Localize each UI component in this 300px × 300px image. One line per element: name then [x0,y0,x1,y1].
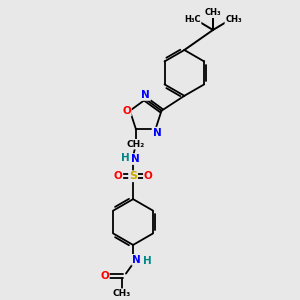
Text: O: O [122,106,131,116]
Text: O: O [144,171,153,181]
Text: CH₃: CH₃ [225,16,242,25]
Text: N: N [152,128,161,138]
Text: N: N [131,154,140,164]
Text: CH₂: CH₂ [127,140,145,149]
Text: H₃C: H₃C [184,16,201,25]
Text: H: H [143,256,152,266]
Text: S: S [129,171,137,181]
Text: N: N [141,90,150,100]
Text: O: O [113,171,122,181]
Text: CH₃: CH₃ [205,8,221,17]
Text: O: O [100,272,109,281]
Text: H: H [121,153,129,163]
Text: N: N [132,255,141,265]
Text: CH₃: CH₃ [112,289,131,298]
